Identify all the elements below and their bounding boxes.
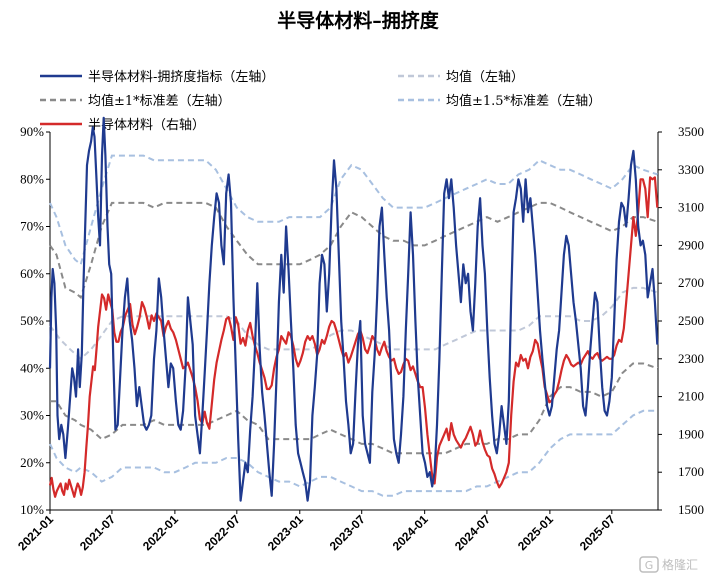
right-tick-label: 2500 [678,313,704,328]
gelonghui-logo-icon: G [639,556,659,573]
watermark-text: 格隆汇 [662,557,698,572]
x-tick-label: 2022-07 [202,512,243,553]
right-tick-label: 3100 [678,200,704,215]
left-tick-label: 70% [20,219,44,234]
chart-title: 半导体材料–拥挤度 [277,9,440,32]
right-tick-label: 1900 [678,426,704,441]
left-tick-label: 80% [20,171,44,186]
legend: 半导体材料-拥挤度指标（左轴） 均值（左轴） 均值±1*标准差（左轴） 均值±1.5*… [40,69,601,133]
right-tick-label: 2300 [678,351,704,366]
left-tick-label: 30% [20,408,44,423]
right-tick-label: 1500 [678,502,704,517]
series-0-line [48,116,659,502]
left-tick-label: 50% [20,313,44,328]
right-tick-label: 1700 [678,464,704,479]
right-tick-label: 3300 [678,162,704,177]
x-tick-label: 2024-01 [390,512,431,553]
series-3-lower-line [49,409,658,497]
legend-label: 半导体材料-拥挤度指标（左轴） [88,69,274,85]
x-tick-label: 2023-01 [265,512,306,553]
series-2-lower-line [50,362,659,455]
series-2-upper-line [49,201,659,300]
right-tick-label: 2100 [678,389,704,404]
left-tick-label: 90% [20,124,44,139]
legend-label: 均值±1.5*标准差（左轴） [446,93,601,109]
series-4-line [48,176,659,498]
legend-label: 均值（左轴） [446,69,524,85]
svg-text:G: G [645,559,654,572]
x-tick-label: 2025-01 [515,512,556,553]
right-tick-label: 2900 [678,237,704,252]
x-tick-label: 2025-07 [577,512,618,553]
watermark: G 格隆汇 [639,556,698,573]
left-tick-label: 10% [20,502,44,517]
legend-label: 均值±1*标准差（左轴） [88,93,231,109]
x-tick-label: 2024-07 [452,512,493,553]
right-y-ticks: 1500 1700 1900 2100 2300 2500 2700 2900 3100 3300… [658,124,704,517]
series-3-upper-line [49,154,659,267]
right-tick-label: 3500 [678,124,704,139]
x-tick-label: 2022-01 [140,512,181,553]
x-tick-label: 2023-07 [327,512,368,553]
right-tick-label: 2700 [678,275,704,290]
plot-area [48,116,659,502]
left-tick-label: 20% [20,455,44,470]
x-tick-label: 2021-01 [15,512,56,553]
left-y-ticks: 10% 20% 30% 40% 50% 60% 70% 80% 90% [20,124,50,517]
x-ticks: 2021-01 2021-07 2022-01 2022-07 2023-01 2023-… [15,510,618,553]
x-tick-label: 2021-07 [77,512,118,553]
legend-label: 半导体材料（右轴） [88,118,205,133]
left-tick-label: 60% [20,266,44,281]
left-tick-label: 40% [20,360,44,375]
